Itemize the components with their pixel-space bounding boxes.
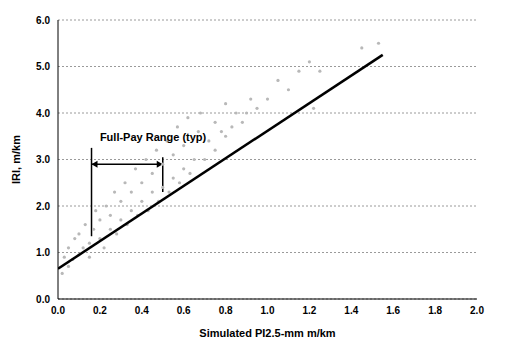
svg-text:1.0: 1.0 bbox=[261, 305, 275, 316]
svg-text:IRI, m/km: IRI, m/km bbox=[10, 135, 22, 184]
svg-text:0.0: 0.0 bbox=[51, 305, 65, 316]
svg-text:3.0: 3.0 bbox=[36, 154, 50, 165]
svg-text:2.0: 2.0 bbox=[36, 201, 50, 212]
svg-text:6.0: 6.0 bbox=[36, 15, 50, 26]
svg-text:1.4: 1.4 bbox=[344, 305, 358, 316]
svg-text:0.4: 0.4 bbox=[135, 305, 149, 316]
svg-text:0.8: 0.8 bbox=[219, 305, 233, 316]
svg-text:Simulated PI2.5-mm m/km: Simulated PI2.5-mm m/km bbox=[199, 327, 336, 339]
svg-text:Full-Pay Range (typ): Full-Pay Range (typ) bbox=[100, 131, 207, 143]
svg-text:5.0: 5.0 bbox=[36, 61, 50, 72]
svg-text:4.0: 4.0 bbox=[36, 108, 50, 119]
svg-text:2.0: 2.0 bbox=[470, 305, 484, 316]
svg-text:1.0: 1.0 bbox=[36, 247, 50, 258]
svg-text:1.6: 1.6 bbox=[386, 305, 400, 316]
svg-text:1.8: 1.8 bbox=[428, 305, 442, 316]
svg-text:0.2: 0.2 bbox=[93, 305, 107, 316]
svg-text:0.0: 0.0 bbox=[36, 294, 50, 305]
svg-text:1.2: 1.2 bbox=[302, 305, 316, 316]
svg-text:0.6: 0.6 bbox=[177, 305, 191, 316]
